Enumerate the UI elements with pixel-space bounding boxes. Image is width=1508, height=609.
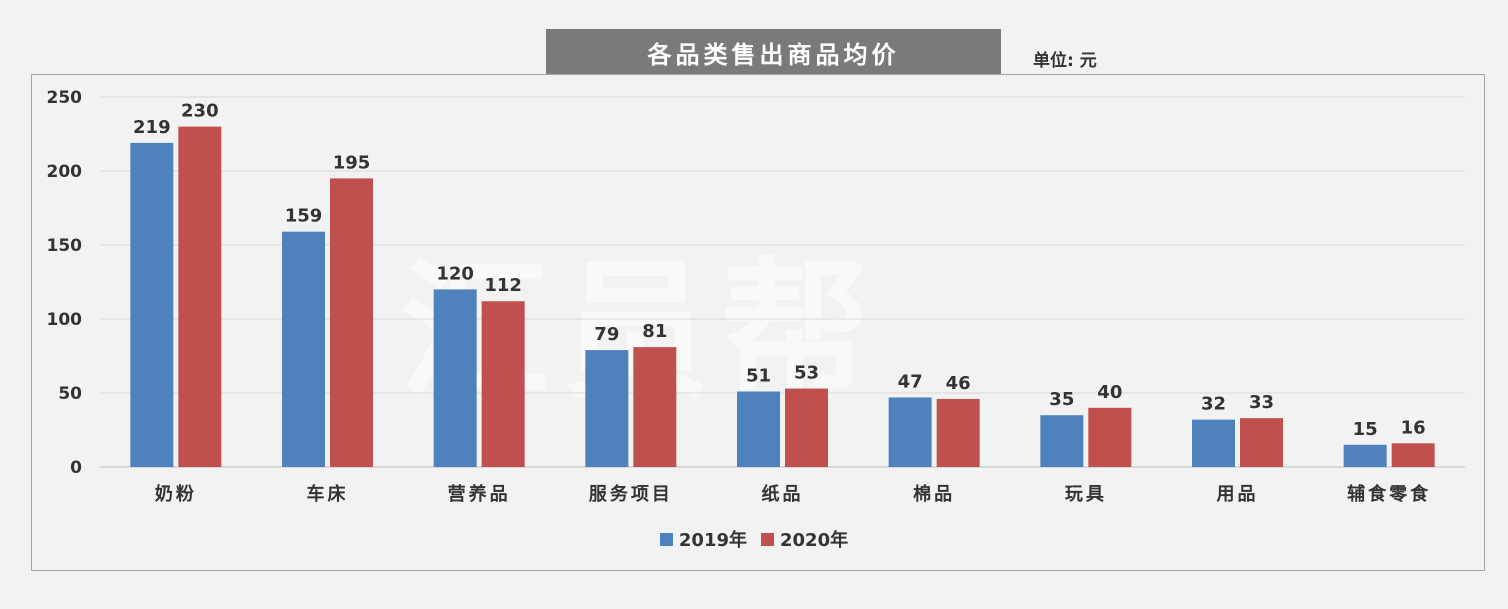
bar-2019 (1192, 419, 1235, 467)
data-label: 230 (181, 101, 219, 122)
data-label: 81 (642, 321, 667, 342)
x-tick-label: 服务项目 (589, 483, 673, 505)
legend-swatch-2020 (761, 532, 774, 546)
plot-frame (31, 74, 1485, 571)
legend-label-2019: 2019年 (678, 530, 747, 551)
legend-item-2019: 2019年 (659, 526, 747, 552)
data-label: 47 (898, 371, 923, 392)
bar-2019 (737, 391, 780, 467)
chart-title: 各品类售出商品均价 (546, 29, 1001, 75)
bar-2019 (130, 142, 174, 467)
data-label: 33 (1249, 392, 1274, 413)
bar-2019 (282, 231, 325, 467)
data-label: 35 (1049, 389, 1074, 410)
data-label: 159 (285, 206, 323, 227)
y-tick-label: 250 (47, 88, 83, 108)
data-label: 120 (436, 263, 474, 284)
y-tick-label: 150 (47, 236, 83, 256)
x-tick-label: 车床 (307, 483, 349, 505)
x-tick-label: 用品 (1217, 484, 1259, 505)
y-tick-label: 0 (70, 458, 82, 478)
legend-item-2020: 2020年 (761, 526, 848, 552)
bar-2019 (1040, 415, 1084, 467)
x-tick-label: 辅食零食 (1347, 483, 1431, 505)
data-label: 53 (794, 363, 819, 384)
x-tick-label: 棉品 (913, 483, 955, 505)
data-label: 219 (133, 117, 171, 138)
data-label: 32 (1201, 394, 1226, 415)
y-tick-label: 100 (47, 310, 83, 330)
bar-2019 (1343, 444, 1387, 467)
bar-2019 (433, 289, 477, 467)
bar-2020 (785, 388, 828, 467)
legend: 2019年 2020年 (0, 526, 1508, 552)
x-tick-label: 玩具 (1065, 484, 1107, 505)
y-tick-label: 200 (47, 162, 83, 182)
bar-2019 (888, 397, 932, 467)
x-tick-label: 营养品 (448, 483, 511, 505)
data-label: 40 (1097, 382, 1122, 403)
data-label: 46 (946, 373, 971, 394)
bar-2020 (1391, 443, 1435, 467)
bar-2019 (585, 350, 629, 467)
data-label: 79 (594, 324, 619, 345)
unit-label: 单位: 元 (1033, 51, 1097, 71)
bar-2020 (1240, 418, 1283, 467)
y-tick-label: 50 (58, 384, 82, 404)
data-label: 112 (484, 275, 522, 296)
legend-label-2020: 2020年 (780, 530, 849, 551)
data-label: 195 (333, 152, 371, 173)
bar-2020 (1088, 407, 1132, 467)
legend-swatch-2019 (659, 532, 673, 546)
bar-2020 (633, 347, 677, 467)
bar-2020 (330, 178, 373, 467)
x-tick-label: 纸品 (762, 483, 804, 505)
x-tick-label: 奶粉 (155, 483, 197, 505)
bar-2020 (481, 301, 525, 467)
bar-2020 (936, 398, 980, 467)
data-label: 51 (746, 366, 771, 387)
data-label: 16 (1401, 417, 1426, 438)
bar-2020 (178, 126, 222, 467)
data-label: 15 (1353, 419, 1378, 440)
